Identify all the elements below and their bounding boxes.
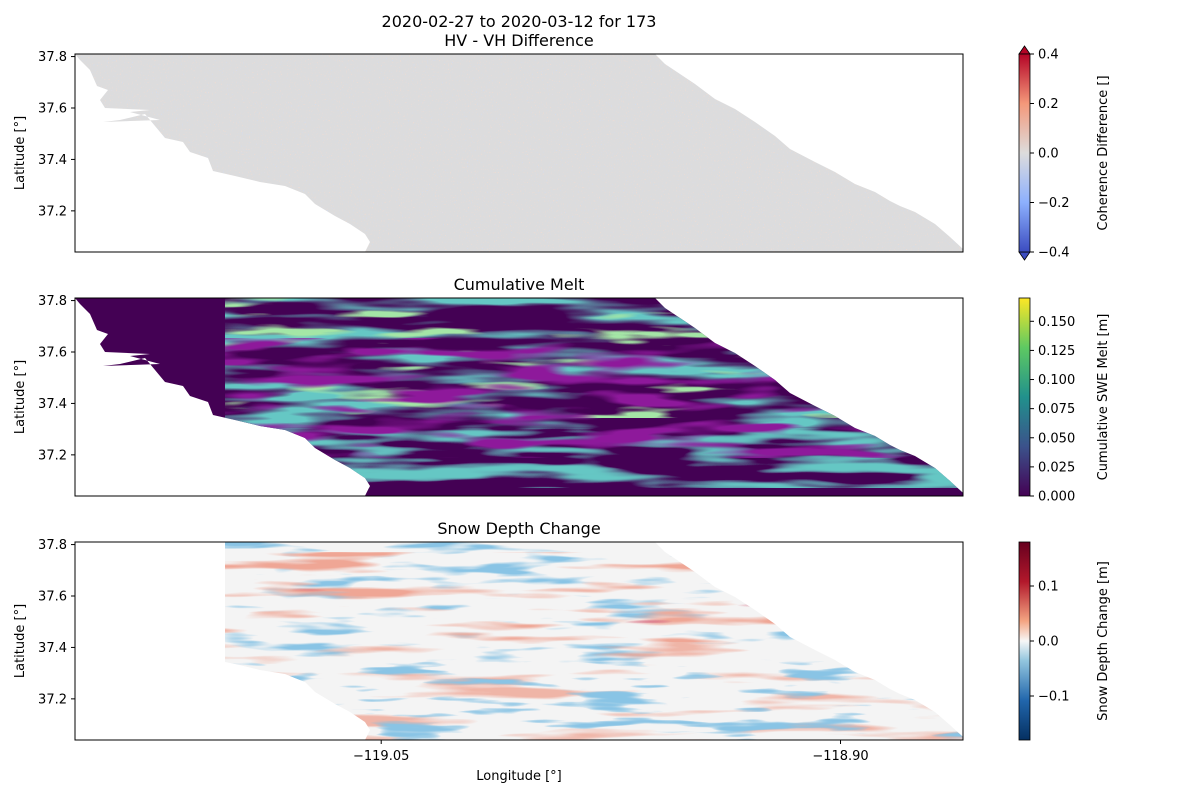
heatmap-texture xyxy=(75,54,963,252)
colorbar-tick-label: 0.000 xyxy=(1038,490,1075,505)
panel-3: Snow Depth Change 37.2 37.4 37.6 37.8 −119.05… xyxy=(13,519,964,784)
colorbar-tick-label: −0.4 xyxy=(1038,246,1070,261)
colorbar-tick-label: 0.100 xyxy=(1038,373,1075,388)
colorbar-2: 0.150 0.125 0.100 0.075 0.050 0.025 0.000 Cumul… xyxy=(1018,297,1111,505)
panel-title: HV - VH Difference xyxy=(444,31,593,50)
colorbar-tick-label: 0.075 xyxy=(1038,402,1075,417)
panel-title: Snow Depth Change xyxy=(437,519,600,538)
y-tick-label: 37.2 xyxy=(38,692,67,707)
colorbar-extend-min xyxy=(1018,251,1031,261)
y-tick-label: 37.2 xyxy=(38,448,67,463)
y-tick-label: 37.6 xyxy=(38,346,67,361)
y-tick-label: 37.6 xyxy=(38,102,67,117)
heatmap-texture xyxy=(225,557,963,642)
y-tick-label: 37.4 xyxy=(38,641,67,656)
x-axis-label: Longitude [°] xyxy=(476,769,561,784)
colorbar-gradient xyxy=(1019,54,1030,252)
panel-2: Cumulative Melt 37.2 37.4 37.6 37.8 Latitude … xyxy=(13,275,964,497)
colorbar-tick-label: 0.125 xyxy=(1038,344,1075,359)
heatmap-texture xyxy=(225,662,963,740)
y-tick-label: 37.6 xyxy=(38,590,67,605)
colorbar-gradient xyxy=(1018,541,1031,741)
axes-frame xyxy=(74,541,964,741)
colorbar-tick-label: 0.1 xyxy=(1038,580,1059,595)
y-tick-label: 37.8 xyxy=(38,538,67,553)
y-tick-label: 37.8 xyxy=(38,50,67,65)
y-tick-label: 37.8 xyxy=(38,294,67,309)
colorbar-label: Snow Depth Change [m] xyxy=(1096,561,1111,721)
x-tick-label: −118.90 xyxy=(812,749,868,764)
colorbar-tick-label: 0.025 xyxy=(1038,460,1075,475)
y-axis-label: Latitude [°] xyxy=(13,116,28,190)
colorbar-label: Cumulative SWE Melt [m] xyxy=(1096,314,1111,481)
colorbar-extend-max xyxy=(1018,45,1031,55)
colorbar-tick-label: 0.4 xyxy=(1038,48,1059,63)
axes-frame xyxy=(74,53,964,253)
y-tick-label: 37.4 xyxy=(38,153,67,168)
panel-1: HV - VH Difference 37.2 37.4 37.6 37.8 Latitu… xyxy=(13,31,964,253)
panel-title: Cumulative Melt xyxy=(454,275,585,294)
colorbar-tick-label: 0.150 xyxy=(1038,315,1075,330)
y-tick-label: 37.4 xyxy=(38,397,67,412)
x-tick-label: −119.05 xyxy=(353,749,409,764)
figure-suptitle: 2020-02-27 to 2020-03-12 for 173 xyxy=(382,12,657,31)
colorbar-gradient xyxy=(1018,297,1031,497)
y-axis-label: Latitude [°] xyxy=(13,604,28,678)
colorbar-tick-label: −0.2 xyxy=(1038,196,1070,211)
axes-frame xyxy=(74,297,964,497)
colorbar-tick-label: 0.0 xyxy=(1038,635,1059,650)
y-tick-label: 37.2 xyxy=(38,204,67,219)
colorbar-tick-label: −0.1 xyxy=(1038,690,1070,705)
colorbar-1: 0.4 0.2 0.0 −0.2 −0.4 Coherence Difference [] xyxy=(1018,45,1111,261)
heatmap-edge xyxy=(225,488,963,496)
colorbar-tick-label: 0.0 xyxy=(1038,147,1059,162)
colorbar-label: Coherence Difference [] xyxy=(1096,75,1111,230)
colorbar-tick-label: 0.2 xyxy=(1038,97,1059,112)
colorbar-3: 0.1 0.0 −0.1 Snow Depth Change [m] xyxy=(1018,541,1111,741)
colorbar-tick-label: 0.050 xyxy=(1038,431,1075,446)
y-axis-label: Latitude [°] xyxy=(13,360,28,434)
